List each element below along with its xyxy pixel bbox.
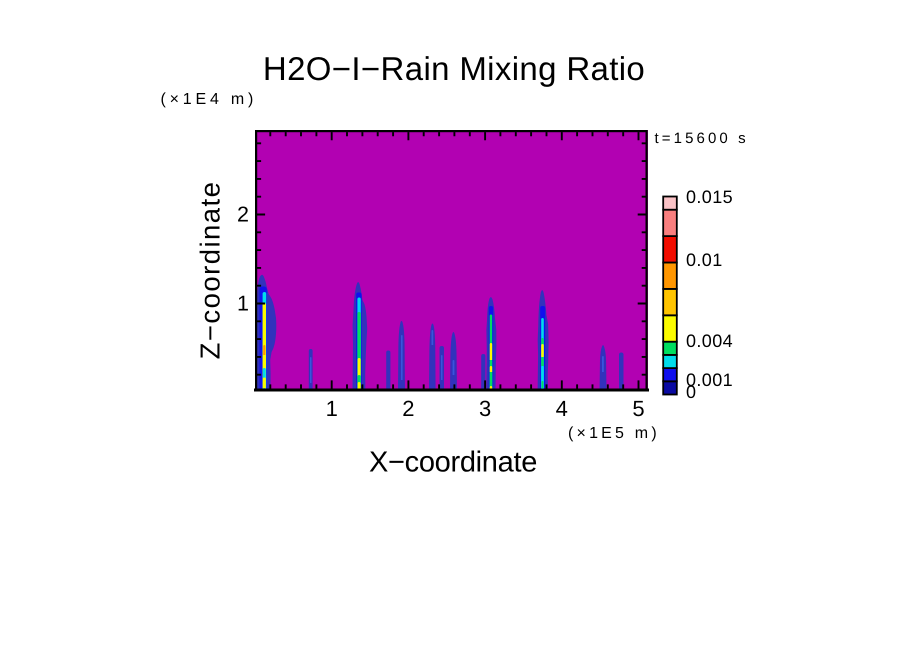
svg-text:2: 2: [237, 203, 249, 227]
svg-text:0.001: 0.001: [686, 370, 733, 390]
svg-text:0.015: 0.015: [686, 187, 733, 207]
svg-text:X−coordinate: X−coordinate: [369, 447, 537, 479]
svg-text:1: 1: [237, 292, 249, 316]
svg-text:0: 0: [686, 382, 696, 402]
svg-text:1: 1: [326, 396, 338, 421]
svg-text:2: 2: [402, 396, 414, 421]
svg-text:5: 5: [632, 396, 644, 421]
svg-text:3: 3: [479, 396, 491, 421]
svg-text:(×1E4 m): (×1E4 m): [161, 91, 258, 108]
svg-text:t=15600 s: t=15600 s: [655, 130, 749, 147]
svg-text:H2O−I−Rain Mixing Ratio: H2O−I−Rain Mixing Ratio: [263, 50, 645, 87]
svg-text:(×1E5 m): (×1E5 m): [568, 425, 660, 442]
svg-text:0.01: 0.01: [686, 250, 723, 270]
svg-text:Z−coordinate: Z−coordinate: [195, 181, 226, 360]
svg-text:4: 4: [556, 396, 568, 421]
svg-text:0.004: 0.004: [686, 331, 733, 351]
